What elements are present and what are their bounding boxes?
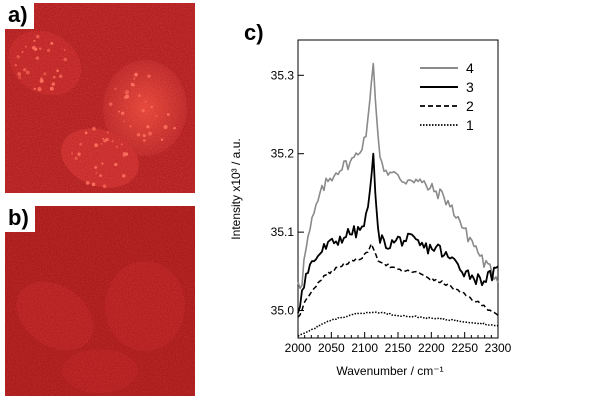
x-tick-label: 2000 — [285, 341, 312, 355]
y-tick-label: 35.0 — [271, 304, 295, 318]
x-axis: 2000 2050 2100 2150 2200 2250 2300 — [285, 332, 512, 355]
y-tick-label: 35.1 — [271, 225, 295, 239]
series-line-3 — [297, 152, 499, 314]
micrograph-panel-a: a) — [5, 3, 195, 193]
x-tick-label: 2300 — [485, 341, 512, 355]
legend: 4 3 2 1 — [420, 60, 474, 133]
series-line-1 — [297, 311, 499, 337]
series-layer — [297, 62, 499, 337]
y-tick-label: 35.3 — [271, 68, 295, 82]
x-tick-label: 2200 — [418, 341, 445, 355]
spectra-chart: c) 35.035.135.235.3 2000 2050 2100 2150 2200… — [229, 20, 512, 378]
x-tick-label: 2050 — [318, 341, 345, 355]
y-tick-label: 35.2 — [271, 147, 295, 161]
x-tick-label: 2100 — [351, 341, 378, 355]
legend-label-1: 1 — [466, 117, 474, 133]
x-axis-title: Wavenumber / cm⁻¹ — [336, 364, 443, 378]
micrograph-a-image — [5, 3, 195, 193]
panel-b-label: b) — [5, 206, 35, 232]
y-axis-title: Intensity x10³ / a.u. — [229, 138, 243, 239]
x-tick-label: 2250 — [451, 341, 478, 355]
panel-a-label: a) — [5, 3, 34, 29]
y-axis: 35.0 35.1 35.2 35.3 — [271, 68, 304, 318]
series-line-2 — [297, 243, 499, 318]
legend-label-4: 4 — [466, 60, 474, 76]
micrograph-panel-b: b) — [5, 206, 195, 396]
legend-label-2: 2 — [466, 98, 474, 114]
x-tick-label: 2150 — [385, 341, 412, 355]
series-line-4 — [297, 62, 499, 290]
micrograph-b-image — [5, 206, 195, 396]
legend-label-3: 3 — [466, 79, 474, 95]
panel-c-label: c) — [244, 20, 264, 45]
